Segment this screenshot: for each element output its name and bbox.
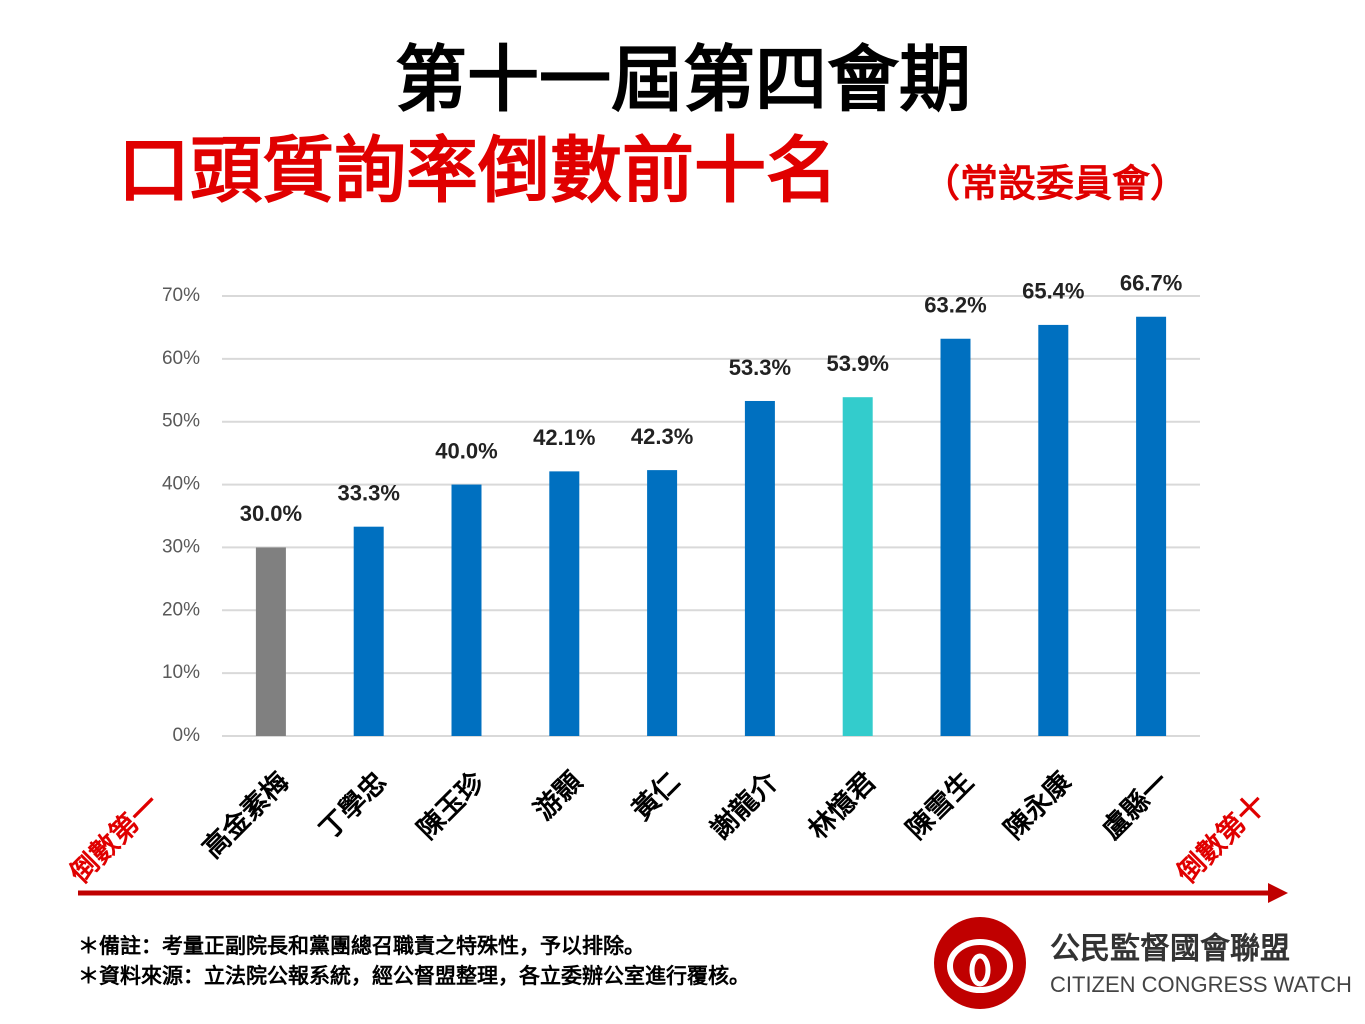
value-label: 66.7% <box>1120 271 1182 296</box>
x-tick-label: 黃仁 <box>626 766 686 826</box>
y-tick-label: 10% <box>162 662 200 683</box>
y-tick-label: 70% <box>162 285 200 306</box>
value-label: 30.0% <box>240 501 302 526</box>
x-tick-label: 盧縣一 <box>1096 766 1175 845</box>
value-label: 40.0% <box>435 438 497 463</box>
bar <box>451 484 482 736</box>
y-tick-label: 60% <box>162 348 200 369</box>
bar <box>549 471 580 736</box>
bar <box>353 526 384 736</box>
chart-title: 第十一屆第四會期 <box>395 38 971 122</box>
value-label: 42.3% <box>631 424 693 449</box>
bar <box>1038 324 1069 736</box>
value-label: 53.3% <box>729 355 791 380</box>
x-tick-label: 陳玉珍 <box>412 766 492 846</box>
x-tick-label: 高金素梅 <box>196 766 295 865</box>
y-tick-label: 30% <box>162 536 200 557</box>
end-label: 倒數第十 <box>1169 787 1272 890</box>
subtitle-note: （常設委員會） <box>922 162 1188 206</box>
x-tick-label: 林憶君 <box>803 766 882 845</box>
bar <box>940 338 971 736</box>
logo-mark <box>934 917 1026 1009</box>
bar <box>255 547 286 736</box>
value-label: 65.4% <box>1022 279 1084 304</box>
arrow-head <box>1268 883 1288 903</box>
note: ＊資料來源：立法院公報系統，經公督盟整理，各立委辦公室進行覆核。 <box>78 964 750 988</box>
bar <box>647 470 678 736</box>
x-tick-label: 陳雪生 <box>901 766 980 845</box>
start-label: 倒數第一 <box>62 787 165 890</box>
value-label: 53.9% <box>827 351 889 376</box>
x-tick-label: 游顥 <box>528 766 588 826</box>
logo: 公民監督國會聯盟 CITIZEN CONGRESS WATCH <box>934 917 1352 1009</box>
logo-shape <box>947 939 1013 993</box>
chart-subtitle: 口頭質詢率倒數前十名 <box>118 129 838 213</box>
x-tick-label: 陳永康 <box>998 765 1079 846</box>
logo-name: 公民監督國會聯盟 <box>1050 932 1290 967</box>
x-tick-label: 謝龍介 <box>704 765 785 846</box>
value-label: 42.1% <box>533 425 595 450</box>
value-label: 33.3% <box>338 480 400 505</box>
y-tick-label: 40% <box>162 474 200 495</box>
y-tick-label: 20% <box>162 599 200 620</box>
logo-english: CITIZEN CONGRESS WATCH <box>1050 972 1352 997</box>
y-tick-label: 0% <box>173 725 201 746</box>
x-tick-label: 丁學忠 <box>314 766 393 845</box>
note: ＊備註：考量正副院長和黨團總召職責之特殊性，予以排除。 <box>78 934 645 958</box>
bar <box>744 400 775 736</box>
value-label: 63.2% <box>924 293 986 318</box>
bar <box>1136 316 1167 736</box>
y-tick-label: 50% <box>162 411 200 432</box>
bar <box>842 397 873 736</box>
logo-shape <box>969 953 991 987</box>
